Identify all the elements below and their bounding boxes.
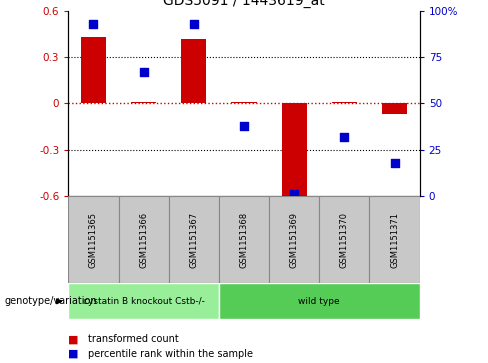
Text: transformed count: transformed count: [88, 334, 179, 344]
Text: ■: ■: [68, 349, 79, 359]
Text: GSM1151371: GSM1151371: [390, 212, 399, 268]
Bar: [282, 103, 307, 199]
Bar: [68, 283, 219, 319]
Point: [190, 21, 198, 27]
Point: [140, 69, 147, 75]
Bar: [181, 38, 206, 103]
Bar: [169, 196, 219, 283]
Bar: [68, 196, 119, 283]
Text: wild type: wild type: [299, 297, 340, 306]
Bar: [369, 196, 420, 283]
Text: GSM1151365: GSM1151365: [89, 212, 98, 268]
Text: cystatin B knockout Cstb-/-: cystatin B knockout Cstb-/-: [82, 297, 204, 306]
Bar: [219, 196, 269, 283]
Point: [89, 21, 97, 27]
Bar: [319, 196, 369, 283]
Bar: [332, 102, 357, 103]
Bar: [231, 102, 257, 103]
Text: GSM1151366: GSM1151366: [139, 212, 148, 268]
Text: GSM1151370: GSM1151370: [340, 212, 349, 268]
Title: GDS5091 / 1443619_at: GDS5091 / 1443619_at: [163, 0, 325, 8]
Point: [391, 160, 399, 166]
Text: GSM1151368: GSM1151368: [240, 212, 248, 268]
Bar: [119, 196, 169, 283]
Point: [341, 134, 348, 140]
Bar: [382, 103, 407, 114]
Text: ■: ■: [68, 334, 79, 344]
Bar: [269, 196, 319, 283]
Bar: [81, 37, 106, 103]
Bar: [131, 102, 156, 103]
Point: [290, 191, 298, 197]
Text: GSM1151369: GSM1151369: [290, 212, 299, 268]
Point: [240, 123, 248, 129]
Text: genotype/variation: genotype/variation: [5, 296, 98, 306]
Text: percentile rank within the sample: percentile rank within the sample: [88, 349, 253, 359]
Bar: [219, 283, 420, 319]
Text: GSM1151367: GSM1151367: [189, 212, 198, 268]
